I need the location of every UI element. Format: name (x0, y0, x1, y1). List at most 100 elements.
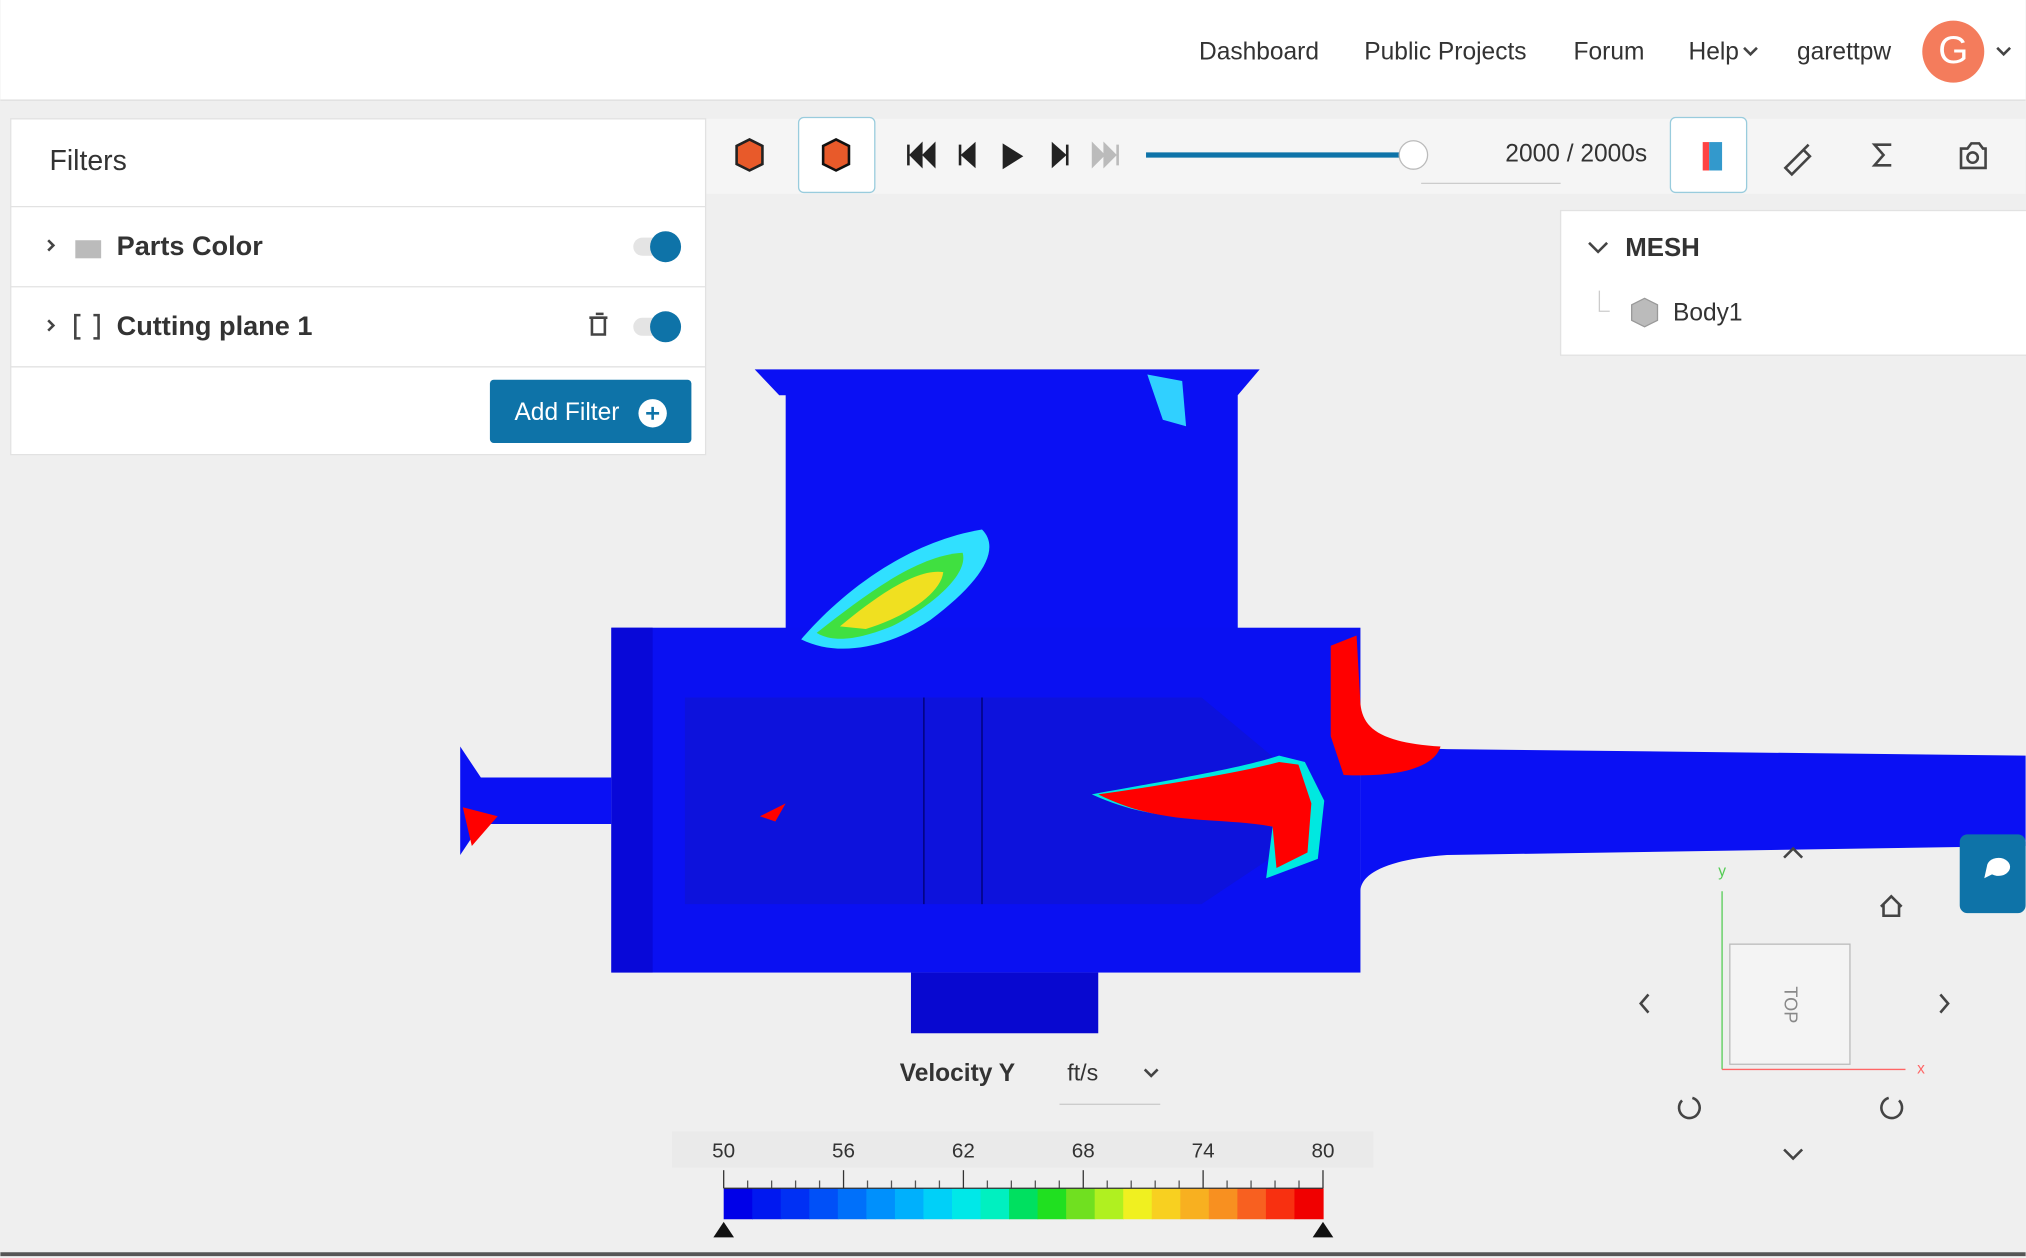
tick-label: 74 (1192, 1140, 1215, 1163)
nav-link[interactable]: Public Projects (1364, 38, 1526, 65)
tick-label: 62 (952, 1140, 975, 1163)
legend-tick-band (672, 1131, 1374, 1168)
collapse[interactable] (1588, 241, 1609, 254)
color-band (980, 1188, 1010, 1220)
color-band (1294, 1188, 1324, 1220)
roll-left[interactable] (1677, 1096, 1701, 1120)
legend-icon (1709, 142, 1723, 171)
red-zone (1098, 762, 1312, 868)
red-zone (1330, 635, 1441, 776)
rotate-left[interactable] (1639, 993, 1650, 1014)
delete[interactable] (589, 312, 608, 336)
nav-link[interactable]: Dashboard (1199, 38, 1319, 65)
range-handle (1312, 1221, 1334, 1238)
filter-name[interactable]: Parts Color (117, 230, 264, 261)
outline-icon (821, 138, 851, 172)
tree-item[interactable]: Body1 (1673, 299, 1743, 326)
time-display: 2000 / 2000s (1505, 140, 1647, 167)
roll-right[interactable] (1880, 1096, 1904, 1120)
color-band (894, 1188, 925, 1220)
filters-title: Filters (49, 145, 126, 177)
color-band (1265, 1188, 1296, 1220)
tree-line (1598, 290, 1610, 312)
edges-icon[interactable] (735, 138, 764, 172)
color-band (1151, 1188, 1181, 1220)
range-handle (713, 1221, 735, 1238)
add-plus (646, 406, 660, 420)
last-frame[interactable] (1091, 141, 1119, 169)
sum-tool[interactable] (1871, 143, 1892, 167)
unit[interactable]: ft/s (1067, 1060, 1098, 1086)
color-band (1037, 1188, 1067, 1220)
plane-icon (74, 313, 100, 340)
blob-yellow (839, 571, 944, 629)
body-icon (1631, 297, 1659, 328)
filter-name[interactable]: Cutting plane 1 (117, 310, 313, 341)
inlet-pipe (460, 746, 612, 856)
expand[interactable] (47, 319, 56, 332)
rotate-up[interactable] (1783, 846, 1804, 859)
color-band (723, 1188, 753, 1220)
red-zone (759, 803, 786, 822)
tree-root[interactable]: MESH (1625, 234, 1700, 262)
color-band (837, 1188, 868, 1220)
color-band (1180, 1188, 1210, 1220)
blob-top (1147, 374, 1187, 427)
color-band (866, 1188, 896, 1220)
avatar[interactable] (1922, 20, 1985, 83)
probe-tool[interactable] (1783, 143, 1812, 177)
username[interactable]: garettpw (1797, 38, 1891, 65)
home[interactable] (1880, 894, 1903, 918)
color-band (1208, 1188, 1239, 1220)
color-band (780, 1188, 810, 1220)
axis-label: y (1718, 863, 1726, 880)
chimney (754, 369, 1260, 631)
color-band (1094, 1188, 1124, 1220)
next-frame[interactable] (1051, 141, 1069, 169)
first-frame[interactable] (907, 141, 936, 169)
add-filter-label: Add Filter (514, 399, 619, 426)
help-caret[interactable] (1743, 46, 1758, 57)
rotate-down[interactable] (1783, 1148, 1804, 1161)
expand[interactable] (47, 239, 56, 252)
add-filter-button[interactable] (489, 379, 692, 444)
color-band (1066, 1188, 1096, 1220)
axis-label: x (1917, 1061, 1925, 1078)
tick-label: 50 (712, 1140, 735, 1163)
tick-label: 56 (832, 1140, 855, 1163)
field-name[interactable]: Velocity Y (900, 1060, 1015, 1087)
nav-link[interactable]: Forum (1574, 38, 1645, 65)
view-cube-widget: y x TOP (1639, 846, 1950, 1161)
color-band (1237, 1188, 1267, 1220)
simulation-view (460, 369, 2026, 1034)
unit-caret[interactable] (1143, 1068, 1159, 1078)
screenshot-lens (1966, 151, 1980, 165)
red-zone (462, 807, 498, 846)
color-band (923, 1188, 953, 1220)
color-band (1123, 1188, 1153, 1220)
header (0, 0, 2026, 100)
slider-thumb[interactable] (1398, 140, 1429, 170)
nav-link[interactable]: Help (1688, 38, 1738, 65)
rotate-right[interactable] (1939, 993, 1950, 1014)
parts-icon (75, 240, 102, 259)
toggle-knob[interactable] (650, 231, 682, 263)
tick-label: 68 (1072, 1140, 1095, 1163)
tick-label: 80 (1311, 1140, 1334, 1163)
color-band (752, 1188, 782, 1220)
housing-edge (611, 627, 653, 973)
toggle-knob[interactable] (650, 311, 682, 343)
screenshot-tool[interactable] (1959, 142, 1987, 170)
prev-frame[interactable] (958, 141, 976, 169)
tree-panel (1559, 209, 2026, 356)
user-caret[interactable] (1996, 46, 2012, 57)
play[interactable] (1002, 143, 1024, 170)
legend-icon (1702, 142, 1710, 171)
view-cube[interactable] (1729, 943, 1851, 1065)
color-band (951, 1188, 982, 1220)
cube-face: TOP (1780, 986, 1800, 1023)
color-band (809, 1188, 839, 1220)
nozzle (910, 972, 1099, 1034)
avatar-letter: G (1938, 29, 1968, 72)
